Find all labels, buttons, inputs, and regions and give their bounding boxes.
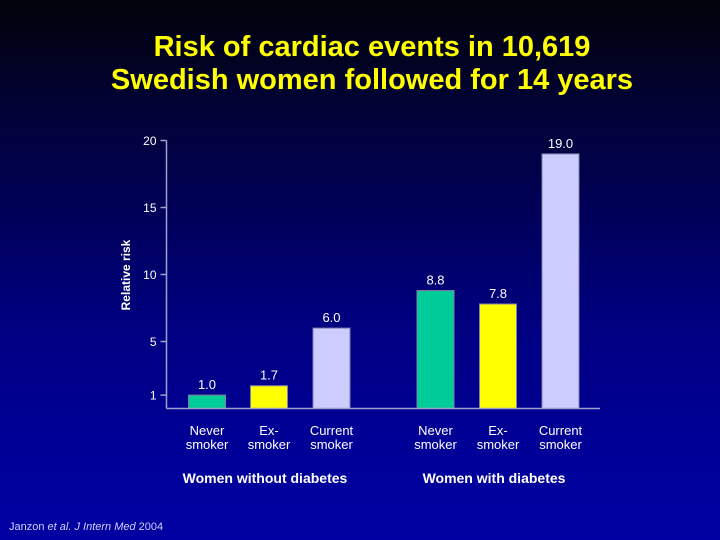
category-label-line1: Ex-: [488, 423, 508, 438]
bars: [188, 153, 580, 410]
category-label-line1: Current: [539, 423, 583, 438]
y-tick-label: 1: [150, 389, 157, 403]
group-label: Women without diabetes: [183, 470, 348, 486]
category-label-line2: smoker: [414, 437, 457, 452]
slide-title: Risk of cardiac events in 10,619 Swedish…: [0, 31, 720, 97]
bar-ex_smoker: [479, 303, 517, 410]
category-label-line1: Ex-: [259, 423, 279, 438]
citation: Janzon et al. J Intern Med 2004: [9, 521, 163, 533]
category-label-line1: Current: [310, 423, 354, 438]
value-label: 1.0: [198, 377, 216, 392]
value-label: 7.8: [489, 286, 507, 301]
y-tick-label: 15: [143, 201, 157, 215]
group-label: Women with diabetes: [423, 470, 566, 486]
citation-year: 2004: [138, 521, 164, 533]
bar-never_smoker: [416, 290, 455, 409]
bar-never_smoker: [188, 394, 226, 410]
category-label-line2: smoker: [186, 437, 229, 452]
y-tick-label: 20: [143, 134, 157, 148]
group-labels: Women without diabetes Women with diabete…: [183, 470, 566, 486]
category-label-line2: smoker: [539, 437, 582, 452]
citation-etal: et al.: [47, 521, 72, 533]
category-labels: NeversmokerEx-smokerCurrentsmokerNeversm…: [186, 423, 583, 452]
title-line-1: Risk of cardiac events in 10,619: [153, 31, 591, 63]
value-label: 8.8: [426, 273, 444, 288]
value-labels: 1.0 1.7 6.0 8.8 7.8 19.0: [198, 136, 573, 392]
value-label: 1.7: [260, 368, 278, 383]
citation-author: Janzon: [9, 521, 45, 533]
value-label: 19.0: [548, 136, 573, 151]
title-line-2: Swedish women followed for 14 years: [110, 64, 634, 96]
category-label-line1: Never: [190, 423, 225, 438]
category-label-line2: smoker: [248, 437, 291, 452]
category-label-line1: Never: [418, 423, 453, 438]
y-axis-label: Relative risk: [119, 239, 133, 310]
category-label-line2: smoker: [310, 437, 353, 452]
citation-journal: J Intern Med: [74, 521, 136, 533]
value-label: 6.0: [322, 310, 340, 325]
y-tick-label: 5: [150, 335, 157, 349]
bar-current_smoker: [541, 153, 580, 409]
category-label-line2: smoker: [477, 437, 520, 452]
y-tick-label: 10: [143, 268, 157, 282]
bar-current_smoker: [312, 327, 351, 410]
bar-ex_smoker: [250, 385, 288, 410]
